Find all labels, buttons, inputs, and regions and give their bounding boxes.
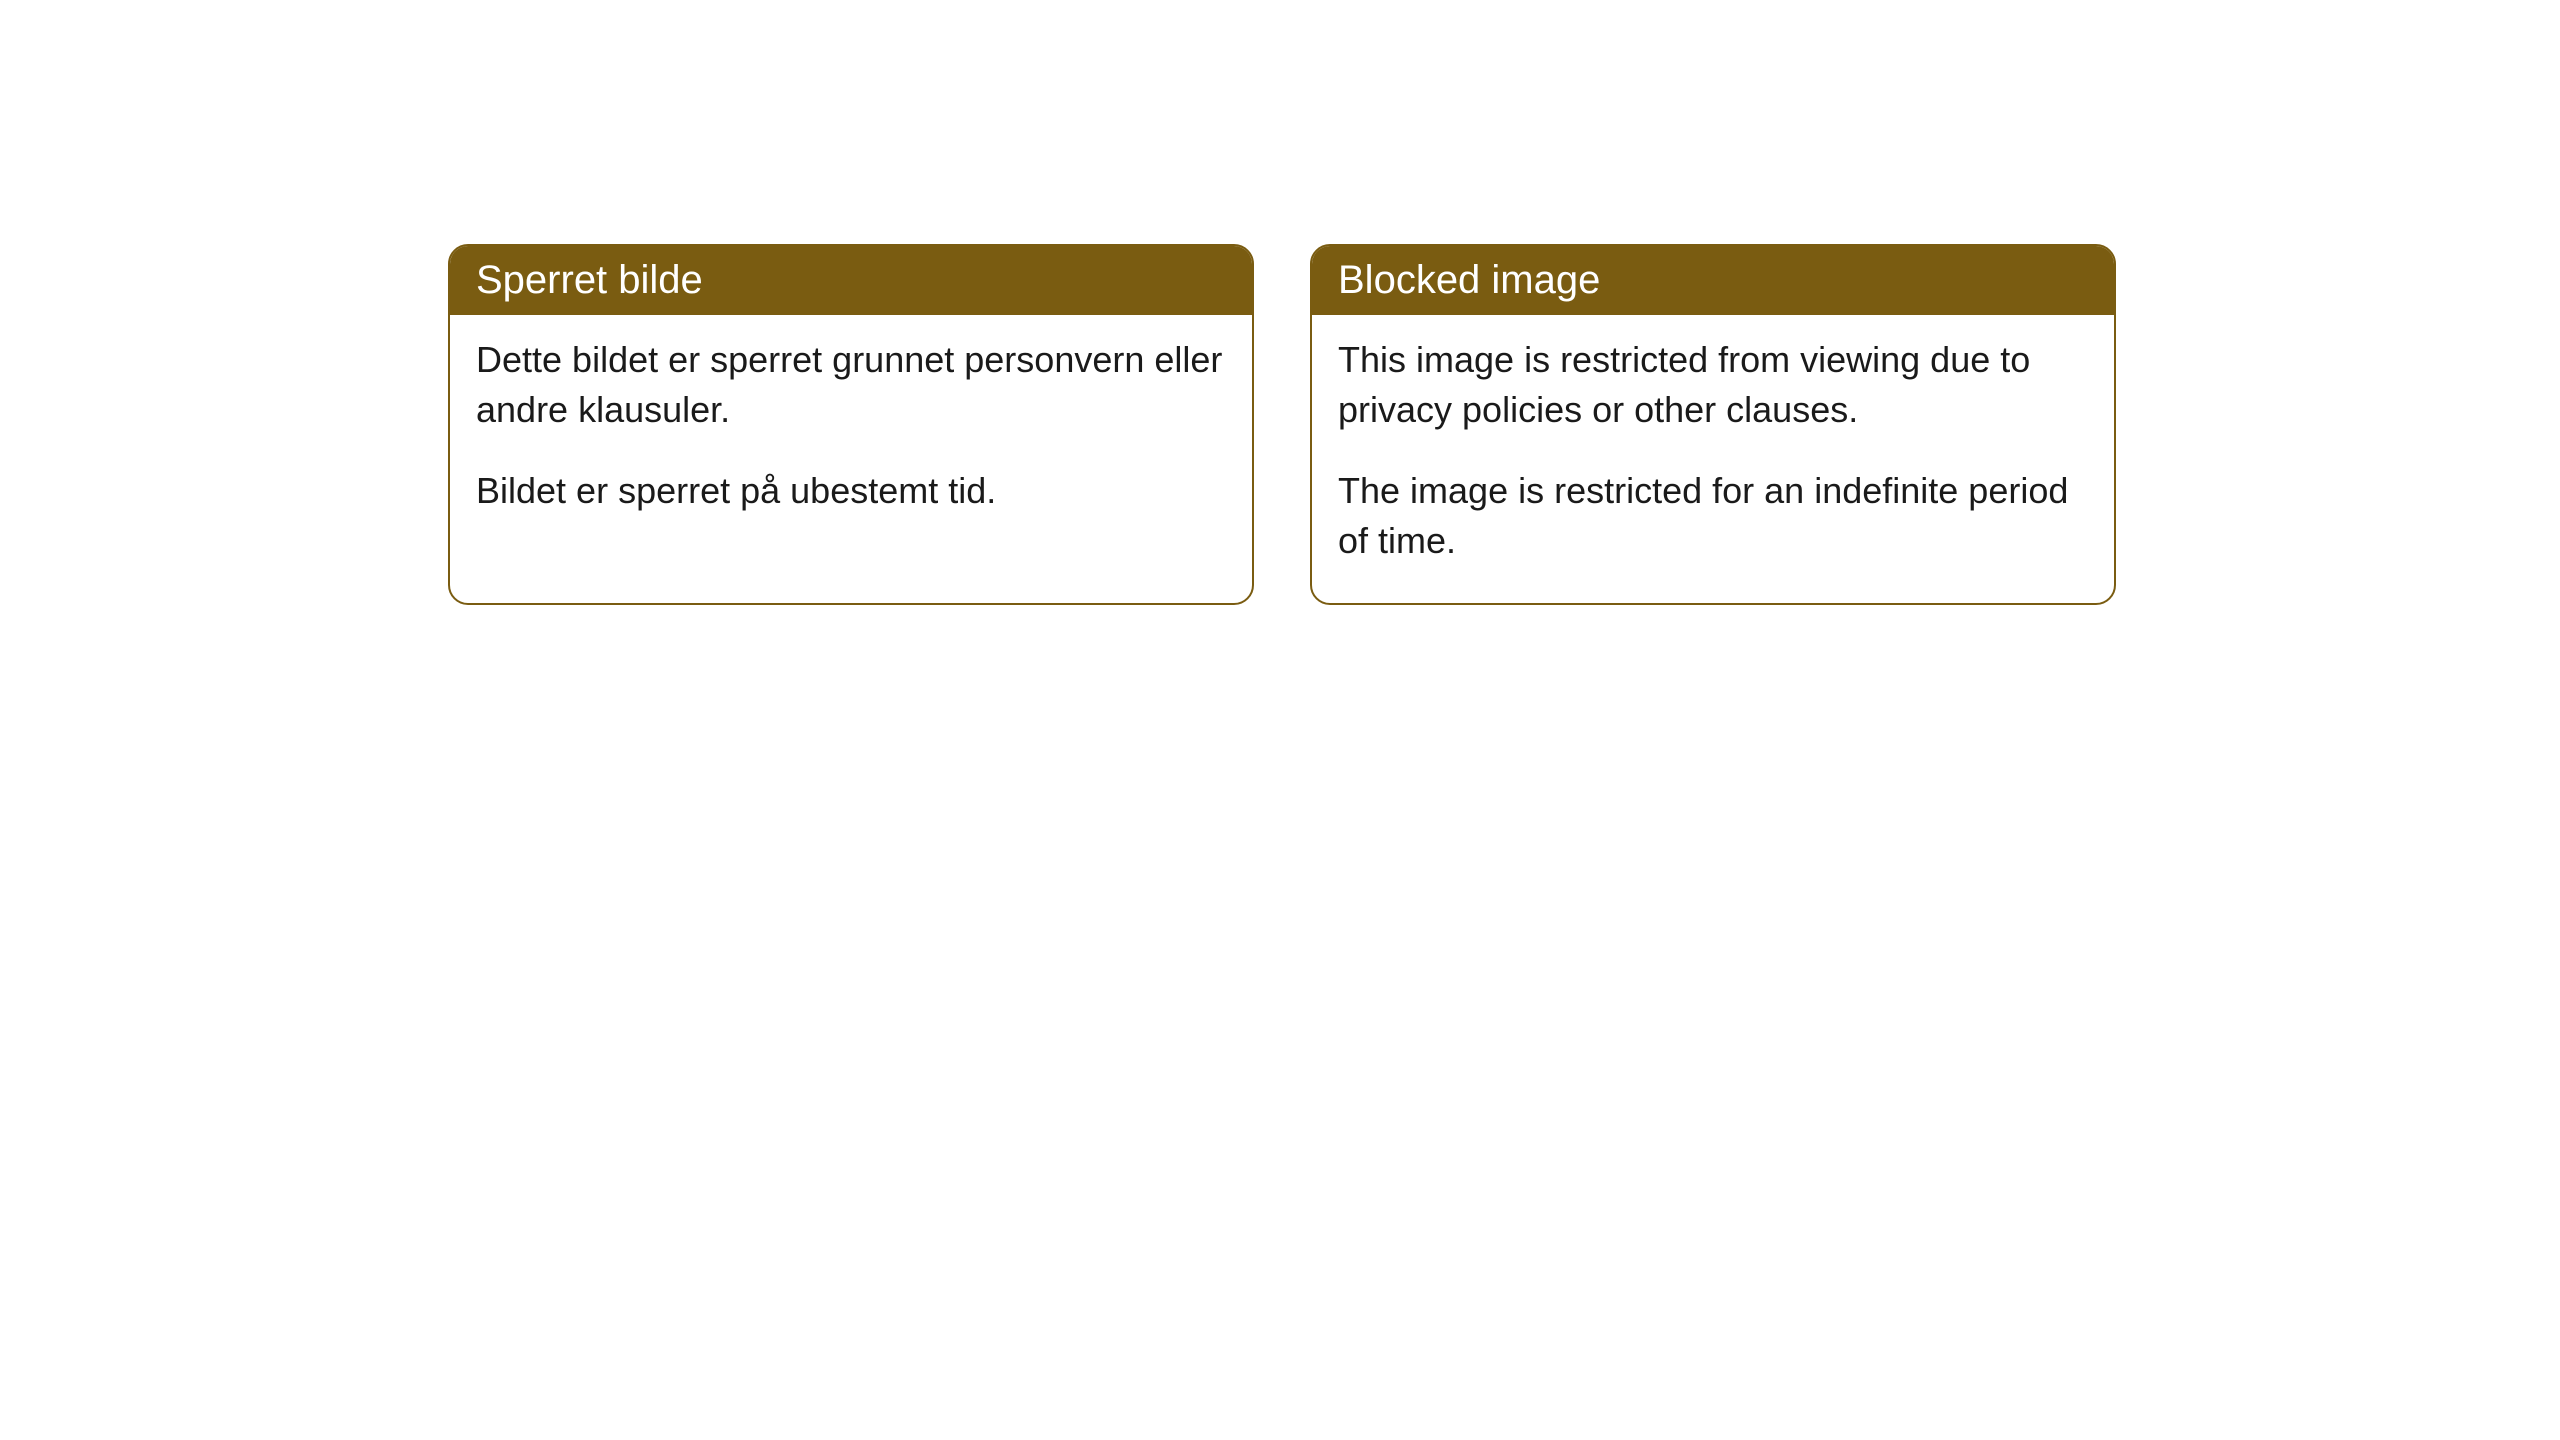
blocked-image-card-no: Sperret bilde Dette bildet er sperret gr… [448, 244, 1254, 605]
card-text-en-1: This image is restricted from viewing du… [1338, 335, 2088, 436]
card-text-en-2: The image is restricted for an indefinit… [1338, 466, 2088, 567]
notice-cards-container: Sperret bilde Dette bildet er sperret gr… [448, 244, 2116, 605]
card-header-no: Sperret bilde [450, 246, 1252, 315]
card-text-no-1: Dette bildet er sperret grunnet personve… [476, 335, 1226, 436]
card-body-en: This image is restricted from viewing du… [1312, 315, 2114, 603]
blocked-image-card-en: Blocked image This image is restricted f… [1310, 244, 2116, 605]
card-text-no-2: Bildet er sperret på ubestemt tid. [476, 466, 1226, 516]
card-body-no: Dette bildet er sperret grunnet personve… [450, 315, 1252, 552]
card-header-en: Blocked image [1312, 246, 2114, 315]
